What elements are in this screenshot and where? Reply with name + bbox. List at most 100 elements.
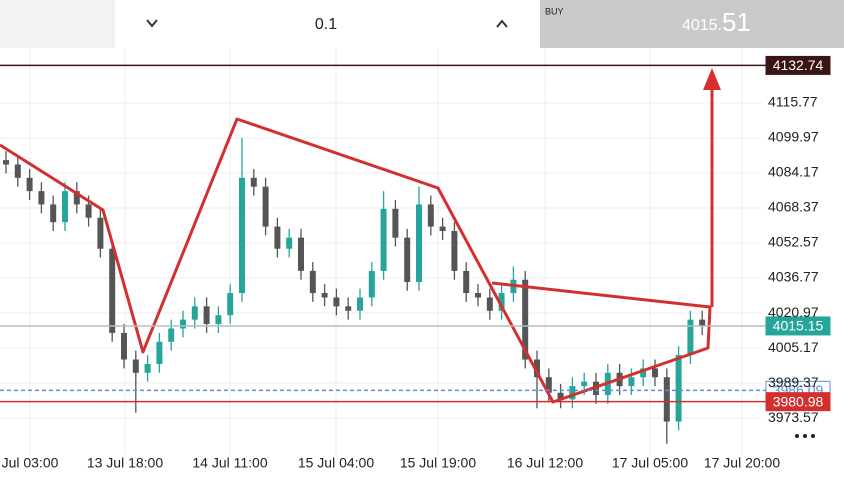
candle-body — [321, 293, 328, 298]
volume-box — [115, 0, 540, 48]
candle-body — [652, 368, 658, 378]
candle-body — [3, 160, 9, 165]
y-tick-label: 3973.57 — [768, 409, 819, 425]
price-level-tag — [765, 392, 831, 412]
buy-price: 4015. — [682, 17, 722, 34]
decrease-button[interactable] — [146, 19, 158, 28]
candle-body — [404, 237, 411, 282]
candle-body — [498, 293, 505, 311]
x-tick-label: 15 Jul 04:00 — [298, 455, 374, 471]
candle-body — [286, 237, 293, 249]
candle-body — [427, 204, 434, 227]
candle-body — [121, 332, 127, 360]
toolbar-left — [0, 0, 115, 48]
pattern-line — [0, 117, 712, 404]
candle-body — [309, 270, 316, 294]
candle-body — [168, 328, 175, 342]
toolbar: 0.1 BUY 4015. 51 — [0, 0, 844, 48]
price-level-label: 4132.74 — [773, 57, 824, 73]
candle-body — [345, 306, 352, 311]
volume: 0.1 — [315, 16, 337, 33]
x-tick-label: 14 Jul 11:00 — [192, 455, 267, 471]
candle-body — [628, 377, 635, 387]
price-level-tag — [765, 316, 831, 336]
y-tick-label: 4052.57 — [768, 234, 819, 250]
candle-body — [215, 315, 222, 325]
x-tick-label: 17 Jul 05:00 — [612, 455, 688, 471]
candle-body — [26, 177, 33, 192]
x-tick-label: 13 Jul 18:00 — [87, 455, 163, 471]
candle-body — [475, 293, 481, 298]
candle-body — [687, 319, 694, 356]
candle-body — [50, 204, 57, 223]
candle-body — [97, 217, 104, 249]
arrow-head — [703, 68, 721, 90]
candle-body — [463, 270, 470, 294]
candle-body — [451, 231, 458, 271]
more-menu[interactable] — [795, 434, 815, 438]
buy-button[interactable] — [540, 0, 844, 48]
candle-body — [262, 186, 269, 227]
x-tick-label: 15 Jul 19:00 — [400, 455, 476, 471]
candle-body — [274, 226, 281, 249]
candle-body — [557, 392, 564, 400]
y-tick-label: 4036.77 — [768, 269, 819, 285]
candle-body — [392, 208, 399, 238]
candle-body — [699, 319, 706, 326]
y-tick-label: 4084.17 — [768, 164, 819, 180]
candle-body — [640, 368, 647, 378]
candle-body — [191, 306, 198, 320]
candle-body — [180, 319, 186, 329]
price-level-label: 4015.15 — [773, 318, 824, 334]
candle-body — [14, 164, 21, 178]
dot — [811, 434, 815, 438]
candles — [3, 137, 706, 444]
x-tick-label: 16 Jul 12:00 — [507, 455, 583, 471]
candle-body — [132, 359, 139, 373]
y-tick-label: 3989.37 — [768, 374, 819, 390]
y-tick-label: 4005.17 — [768, 339, 819, 355]
candle-body — [534, 359, 540, 378]
candle-body — [416, 204, 422, 282]
candle-body — [333, 297, 340, 307]
x-tick-label: Jul 03:00 — [2, 455, 59, 471]
x-tick-label: 17 Jul 20:00 — [704, 455, 780, 471]
y-tick-label: 4020.97 — [768, 304, 819, 320]
dot — [803, 434, 807, 438]
price-level-label: 3980.98 — [773, 393, 824, 409]
candle-body — [227, 293, 234, 316]
increase-button[interactable] — [496, 19, 508, 28]
candle-body — [73, 191, 80, 205]
candle-body — [545, 377, 552, 393]
candle-body — [38, 191, 45, 205]
grid — [0, 48, 762, 455]
candle-body — [239, 177, 245, 294]
candle-body — [144, 363, 151, 373]
price-axis: Jul 03:00 13 Jul 18:00 14 Jul 11:00 15 Jul … — [2, 94, 819, 471]
candle-body — [85, 204, 92, 218]
price-level-tag — [765, 55, 831, 75]
candle-body — [109, 248, 116, 333]
candle-body — [380, 208, 387, 271]
candle-body — [357, 297, 363, 311]
pattern-drawing — [0, 68, 721, 404]
candle-body — [581, 381, 588, 387]
y-tick-label: 4068.37 — [768, 199, 819, 215]
candle-body — [569, 386, 576, 400]
buy-label: BUY — [545, 6, 564, 16]
candle-body — [522, 279, 529, 360]
candle-body — [298, 237, 304, 271]
candle-body — [486, 297, 493, 311]
candle-body — [439, 226, 446, 232]
dot — [795, 434, 799, 438]
candle-body — [368, 270, 375, 298]
candle-body — [675, 355, 682, 422]
candle-body — [663, 377, 670, 422]
candle-body — [250, 177, 257, 187]
y-tick-label: 4115.77 — [768, 94, 818, 110]
candle-body — [203, 306, 210, 325]
y-tick-label: 4099.97 — [768, 129, 819, 145]
candle-body — [156, 341, 163, 364]
